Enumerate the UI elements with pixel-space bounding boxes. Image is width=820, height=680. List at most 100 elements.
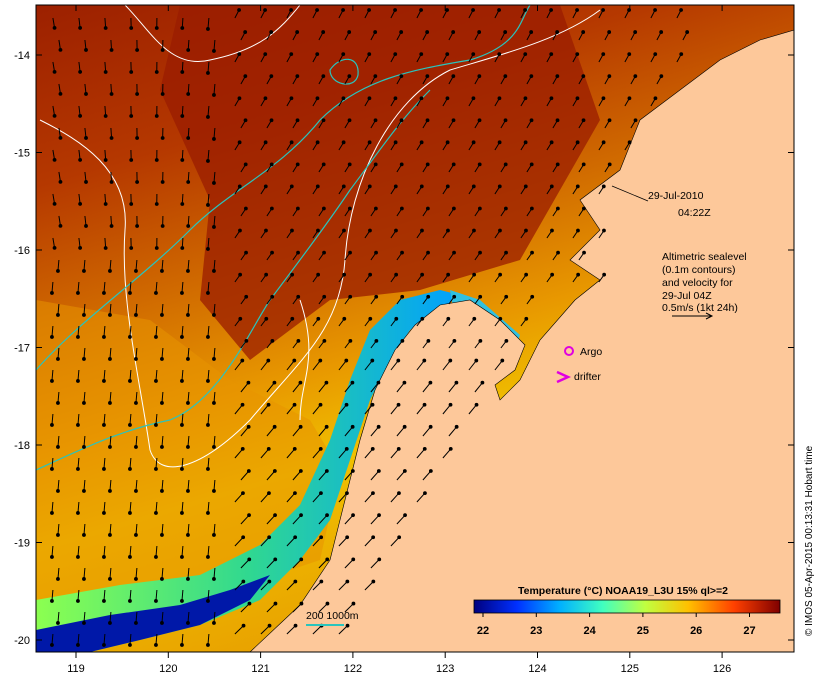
velocity-arrow — [312, 492, 322, 503]
velocity-arrow-head — [426, 250, 430, 255]
velocity-arrow-head — [56, 357, 60, 361]
velocity-arrow — [292, 514, 302, 525]
colorbar-tick-label: 25 — [637, 625, 649, 637]
velocity-arrow-head — [108, 621, 112, 625]
lon-tick-label: 120 — [159, 663, 177, 675]
velocity-arrow — [286, 581, 296, 591]
velocity-arrow — [240, 382, 249, 393]
velocity-arrow-head — [423, 491, 427, 495]
velocity-arrow-head — [347, 118, 352, 123]
velocity-arrow-head — [50, 291, 54, 295]
velocity-arrow-head — [367, 140, 372, 145]
velocity-arrow-head — [497, 8, 501, 12]
velocity-arrow-head — [82, 313, 86, 317]
velocity-arrow-head — [371, 535, 376, 540]
latitude-axis: -14 -15 -16 -17 -18 -19 -20 — [14, 50, 794, 647]
velocity-arrow-head — [272, 424, 277, 429]
velocity-arrow-head — [244, 294, 249, 299]
velocity-arrow-head — [78, 246, 83, 250]
velocity-arrow-head — [237, 140, 242, 145]
velocity-arrow-head — [128, 467, 132, 471]
velocity-arrow-head — [206, 335, 210, 339]
velocity-arrow-head — [263, 140, 268, 145]
velocity-arrow-head — [581, 118, 586, 123]
velocity-arrow-head — [180, 643, 184, 647]
velocity-arrow-head — [154, 599, 158, 603]
velocity-arrow-head — [238, 316, 243, 321]
velocity-arrow-head — [52, 245, 57, 250]
velocity-arrow-head — [373, 118, 378, 123]
lon-tick-label: 122 — [344, 663, 362, 675]
velocity-arrow-head — [503, 30, 508, 34]
velocity-arrow-head — [154, 158, 159, 162]
velocity-arrow-head — [576, 272, 581, 277]
velocity-arrow-head — [269, 162, 274, 167]
velocity-arrow-head — [524, 316, 529, 321]
velocity-arrow-head — [348, 250, 352, 255]
velocity-arrow-head — [397, 491, 401, 495]
velocity-arrow-head — [549, 52, 554, 57]
velocity-arrow-head — [399, 30, 404, 34]
velocity-arrow — [234, 492, 244, 503]
velocity-arrow-head — [273, 601, 278, 606]
velocity-arrow-head — [56, 489, 60, 493]
velocity-arrow-head — [425, 162, 430, 167]
colorbar-tick-label: 26 — [690, 625, 702, 637]
velocity-arrow-head — [160, 533, 164, 537]
velocity-arrow — [494, 360, 503, 371]
velocity-arrow-head — [451, 206, 456, 211]
velocity-arrow-head — [84, 92, 88, 96]
velocity-arrow-head — [186, 445, 190, 449]
velocity-arrow-head — [679, 8, 683, 12]
lat-tick-label: -14 — [14, 50, 30, 62]
velocity-arrow — [344, 382, 353, 393]
velocity-arrow-head — [318, 447, 323, 451]
velocity-arrow-head — [299, 513, 303, 518]
velocity-arrow-head — [575, 52, 580, 57]
velocity-arrow-head — [367, 96, 372, 101]
velocity-arrow-head — [345, 579, 350, 584]
velocity-arrow — [266, 559, 276, 569]
velocity-arrow-head — [160, 577, 164, 581]
svg-text:and velocity for: and velocity for — [662, 277, 733, 289]
velocity-arrow-head — [269, 118, 274, 123]
velocity-arrow-head — [471, 52, 476, 57]
velocity-arrow-head — [374, 338, 379, 343]
velocity-arrow-head — [289, 96, 294, 101]
velocity-arrow-head — [160, 92, 165, 96]
velocity-arrow — [260, 360, 269, 371]
velocity-arrow-head — [321, 118, 326, 123]
velocity-arrow-head — [446, 228, 450, 233]
velocity-arrow-head — [350, 380, 355, 385]
lon-tick-label: 126 — [713, 663, 731, 675]
lon-tick-label: 124 — [528, 663, 546, 675]
velocity-arrow-head — [477, 206, 482, 211]
velocity-arrow — [260, 448, 270, 459]
scale-arrow — [672, 312, 714, 320]
velocity-arrow-head — [529, 74, 534, 79]
velocity-arrow — [266, 382, 275, 393]
velocity-arrow-head — [206, 159, 210, 163]
velocity-arrow-head — [321, 206, 326, 211]
velocity-arrow-head — [445, 52, 450, 57]
velocity-arrow-head — [350, 424, 355, 429]
drifter-marker-icon — [556, 370, 572, 384]
velocity-arrow-head — [134, 269, 138, 273]
velocity-arrow-head — [82, 621, 86, 625]
velocity-arrow-head — [56, 269, 60, 273]
velocity-arrow — [390, 492, 400, 503]
velocity-arrow-head — [601, 96, 606, 101]
velocity-arrow — [364, 360, 373, 371]
velocity-arrow — [286, 625, 296, 635]
velocity-arrow-head — [504, 250, 508, 255]
lon-tick-label: 121 — [251, 663, 269, 675]
velocity-arrow-head — [108, 445, 112, 449]
velocity-arrow-head — [58, 91, 63, 96]
velocity-arrow-head — [422, 447, 427, 451]
velocity-arrow-head — [607, 162, 612, 167]
velocity-arrow-head — [128, 511, 132, 515]
velocity-arrow-head — [529, 162, 534, 167]
velocity-arrow-head — [400, 250, 404, 255]
velocity-arrow-head — [341, 8, 345, 12]
velocity-arrow-head — [497, 184, 502, 189]
